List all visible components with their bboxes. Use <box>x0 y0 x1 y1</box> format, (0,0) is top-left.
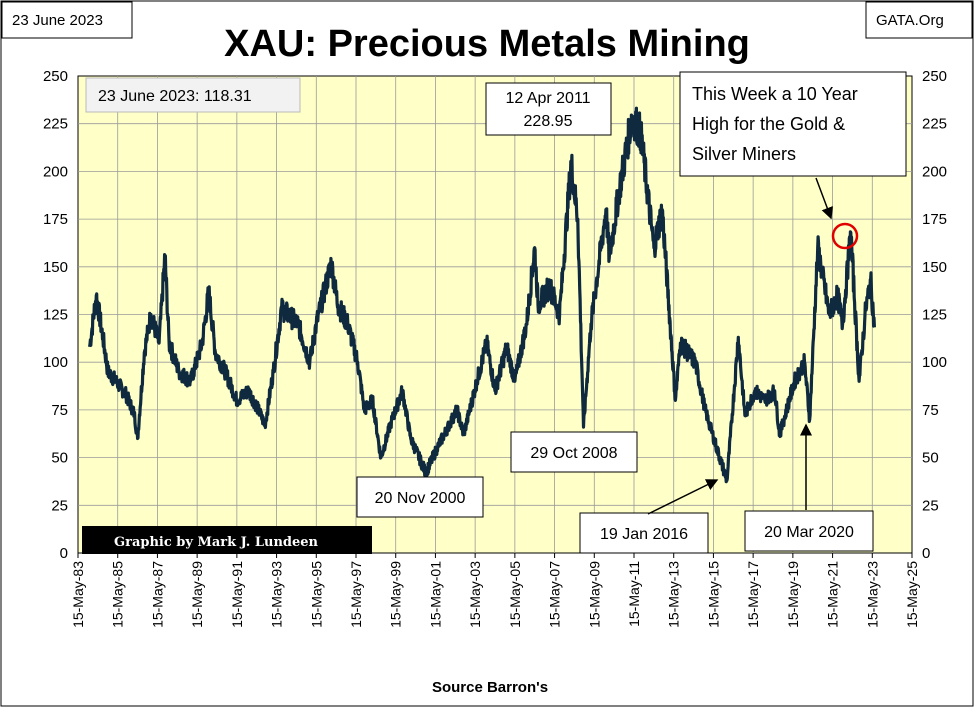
x-tick-15-May-87: 15-May-87 <box>149 561 165 628</box>
y-axis-right: 0 25 50 75 100 125 150 175 200 225 250 <box>922 68 947 562</box>
source-label: GATA.Org <box>876 12 944 29</box>
y-tick-left-25: 25 <box>51 497 68 514</box>
x-tick-15-May-97: 15-May-97 <box>348 561 364 628</box>
x-tick-15-May-11: 15-May-11 <box>626 561 642 627</box>
x-tick-15-May-17: 15-May-17 <box>745 561 761 628</box>
annotation-box-2008-low <box>510 431 638 473</box>
y-axis-left: 0 25 50 75 100 125 150 175 200 225 250 <box>43 68 68 562</box>
y-tick-left-75: 75 <box>51 402 68 419</box>
y-tick-left-250: 250 <box>43 68 68 85</box>
x-tick-15-May-19: 15-May-19 <box>785 561 801 628</box>
annotation-ten-year-line-2: High for the Gold & <box>692 114 845 134</box>
x-tick-15-May-99: 15-May-99 <box>388 561 404 628</box>
arrow-2016-low <box>647 479 719 515</box>
x-tick-15-May-93: 15-May-93 <box>269 561 285 628</box>
annotation-2000-low: 20 Nov 2000 <box>375 490 466 507</box>
annotation-2011-value: 228.95 <box>524 113 573 130</box>
x-tick-15-May-01: 15-May-01 <box>427 561 443 628</box>
y-tick-right-175: 175 <box>922 211 947 228</box>
current-value-label: 23 June 2023: 118.31 <box>98 88 252 105</box>
y-tick-right-200: 200 <box>922 163 947 180</box>
x-tick-15-May-15: 15-May-15 <box>705 561 721 628</box>
x-tick-15-May-83: 15-May-83 <box>70 561 86 628</box>
y-tick-right-0: 0 <box>922 545 930 562</box>
x-tick-15-May-91: 15-May-91 <box>229 561 245 628</box>
date-box <box>1 1 133 39</box>
annotation-2008-low: 29 Oct 2008 <box>530 445 617 462</box>
x-tick-15-May-05: 15-May-05 <box>507 561 523 628</box>
y-tick-right-100: 100 <box>922 354 947 371</box>
y-tick-right-75: 75 <box>922 402 939 419</box>
credit-banner <box>82 526 372 554</box>
x-tick-15-May-89: 15-May-89 <box>189 561 205 628</box>
x-tick-15-May-13: 15-May-13 <box>666 561 682 628</box>
annotation-ten-year-line-1: This Week a 10 Year <box>692 84 858 104</box>
x-axis-label: Source Barron's <box>432 679 548 696</box>
y-tick-right-50: 50 <box>922 450 939 467</box>
series-line-xau <box>88 106 876 484</box>
date-label: 23 June 2023 <box>12 12 103 29</box>
y-tick-right-250: 250 <box>922 68 947 85</box>
credit-label: Graphic by Mark J. Lundeen <box>114 535 319 550</box>
x-tick-15-May-21: 15-May-21 <box>825 561 841 628</box>
y-tick-left-0: 0 <box>60 545 68 562</box>
y-tick-left-200: 200 <box>43 163 68 180</box>
y-tick-left-100: 100 <box>43 354 68 371</box>
annotation-2011-date: 12 Apr 2011 <box>505 90 590 107</box>
x-tick-15-May-25: 15-May-25 <box>904 561 920 628</box>
y-tick-left-175: 175 <box>43 211 68 228</box>
current-value-box <box>85 77 301 113</box>
y-tick-left-225: 225 <box>43 116 68 133</box>
x-tick-15-May-07: 15-May-07 <box>547 561 563 628</box>
x-axis: 15-May-83 15-May-85 15-May-87 15-May-89 15-M… <box>70 553 920 628</box>
x-tick-15-May-95: 15-May-95 <box>308 561 324 628</box>
y-tick-right-225: 225 <box>922 116 947 133</box>
x-tick-15-May-09: 15-May-09 <box>586 561 602 628</box>
arrow-ten-year-high <box>815 177 833 220</box>
chart-title: XAU: Precious Metals Mining <box>224 23 750 65</box>
annotation-box-2000-low <box>356 476 484 518</box>
annotation-2016-low: 19 Jan 2016 <box>600 526 688 543</box>
annotation-ten-year-line-3: Silver Miners <box>692 144 796 164</box>
annotation-box-2011-peak <box>485 82 612 136</box>
x-tick-15-May-85: 15-May-85 <box>110 561 126 628</box>
highlight-circle-ten-year-high <box>831 222 859 250</box>
y-tick-left-125: 125 <box>43 307 68 324</box>
x-tick-15-May-03: 15-May-03 <box>467 561 483 628</box>
y-tick-right-150: 150 <box>922 259 947 276</box>
y-tick-left-150: 150 <box>43 259 68 276</box>
y-tick-right-25: 25 <box>922 497 939 514</box>
source-box <box>865 1 973 39</box>
annotation-box-ten-year-high <box>679 71 907 177</box>
annotation-2020-low: 20 Mar 2020 <box>764 524 854 541</box>
annotation-box-2020-low <box>744 510 874 552</box>
y-tick-left-50: 50 <box>51 450 68 467</box>
annotation-box-2016-low <box>579 512 709 554</box>
y-tick-right-125: 125 <box>922 307 947 324</box>
x-tick-15-May-23: 15-May-23 <box>864 561 880 628</box>
